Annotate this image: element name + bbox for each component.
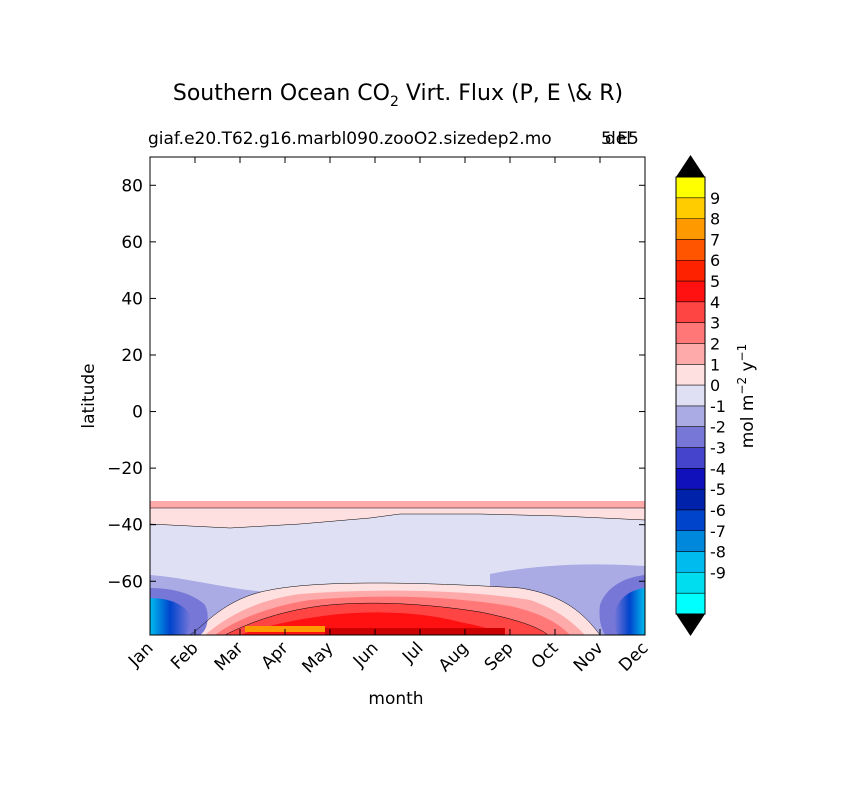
- colorbar-segment: [676, 343, 705, 365]
- x-tick-label: Dec: [615, 638, 652, 675]
- band-slightly-positive: [150, 501, 645, 508]
- colorbar-segment: [676, 572, 705, 594]
- colorbar-segment: [676, 530, 705, 553]
- contour-line: [189, 582, 601, 635]
- colorbar-tick-label: -1: [710, 397, 726, 416]
- band-near-zero-positive: [150, 508, 645, 528]
- colorbar-tick-label: 4: [710, 293, 720, 312]
- y-tick-label: −40: [107, 516, 143, 536]
- chart-subtitle-overlap-2: 5 E5: [601, 129, 639, 149]
- y-tick-label: 60: [121, 233, 143, 253]
- colorbar-segment: [676, 551, 705, 573]
- colorbar: 9 87 6 5 4 32 1 0 -1 -2 -3-4 -5 -6 -7 -8-9: [675, 155, 726, 636]
- colorbar-tick-label: 0: [710, 376, 720, 395]
- y-tick-label: −60: [107, 572, 143, 592]
- colorbar-segment: [676, 281, 705, 303]
- colorbar-tick-label: 1: [710, 355, 720, 374]
- austral-summer-negative-left-core: [150, 598, 191, 635]
- chart-subtitle-overlap-1: del: [605, 129, 631, 149]
- colorbar-segment: [676, 593, 705, 615]
- x-tick-label: Oct: [528, 638, 563, 673]
- y-tick-label: 20: [121, 346, 143, 366]
- colorbar-extend-max: [676, 155, 705, 177]
- colorbar-segment: [676, 322, 705, 344]
- colorbar-tick-label: 9: [710, 189, 720, 208]
- x-tick-label: Apr: [258, 638, 293, 673]
- colorbar-tick-label: 5: [710, 272, 720, 291]
- colorbar-tick-label: -7: [710, 522, 726, 541]
- colorbar-tick-label: 2: [710, 334, 720, 353]
- colorbar-tick-label: 6: [710, 251, 720, 270]
- y-axis: 80 60 40 20 0 −20 −40 −60: [107, 176, 645, 592]
- colorbar-tick-label: -9: [710, 563, 726, 582]
- colorbar-segment: [676, 489, 705, 511]
- colorbar-segment: [676, 301, 705, 324]
- x-tick-label: Jun: [349, 638, 383, 672]
- x-tick-label: Nov: [570, 638, 608, 676]
- colorbar-tick-label: -4: [710, 459, 726, 478]
- colorbar-extend-min: [676, 614, 705, 636]
- x-tick-label: Aug: [435, 638, 473, 676]
- y-tick-label: 40: [121, 289, 143, 309]
- colorbar-tick-label: -8: [710, 543, 726, 562]
- colorbar-tick-label: -3: [710, 439, 726, 458]
- colorbar-segment: [676, 509, 705, 532]
- x-tick-label: May: [299, 638, 338, 677]
- austral-winter-positive-floor: [325, 628, 505, 635]
- chart-subtitle: giaf.e20.T62.g16.marbl090.zooO2.sizedep2…: [148, 129, 552, 149]
- colorbar-segment: [676, 197, 705, 220]
- y-tick-label: 0: [132, 403, 143, 423]
- colorbar-segment: [676, 426, 705, 449]
- colorbar-tick-label: 3: [710, 314, 720, 333]
- y-tick-label: −20: [107, 459, 143, 479]
- contour-line: [224, 602, 549, 635]
- colorbar-segment: [676, 447, 705, 469]
- x-tick-label: Sep: [481, 638, 518, 675]
- x-tick-label: Jul: [398, 638, 427, 667]
- x-tick-label: Feb: [167, 638, 202, 673]
- colorbar-frame: [675, 176, 706, 615]
- colorbar-segment: [676, 468, 705, 490]
- colorbar-tick-label: 7: [710, 230, 720, 249]
- colorbar-segment: [676, 364, 705, 386]
- colorbar-segment: [676, 385, 705, 407]
- y-axis-label: latitude: [79, 363, 99, 428]
- x-tick-label: Mar: [211, 638, 248, 675]
- colorbar-label: mol m−2 y−1: [735, 344, 758, 449]
- colorbar-tick-label: -6: [710, 501, 726, 520]
- colorbar-segment: [676, 177, 705, 199]
- colorbar-tick-label: 8: [710, 210, 720, 229]
- colorbar-segment: [676, 218, 705, 240]
- austral-summer-negative-right-core: [614, 588, 645, 635]
- colorbar-tick-label: -2: [710, 418, 726, 437]
- contour-line: [150, 513, 645, 529]
- colorbar-segment: [676, 405, 705, 428]
- chart-title: Southern Ocean CO2 Virt. Flux (P, E \& R…: [173, 81, 623, 110]
- y-tick-label: 80: [121, 176, 143, 196]
- colorbar-tick-label: -5: [710, 480, 726, 499]
- colorbar-segment: [676, 260, 705, 282]
- colorbar-segment: [676, 239, 705, 261]
- plot-frame: [149, 156, 646, 636]
- contour-field: [150, 501, 645, 635]
- x-tick-label: Jan: [124, 638, 157, 671]
- x-axis-label: month: [368, 689, 423, 709]
